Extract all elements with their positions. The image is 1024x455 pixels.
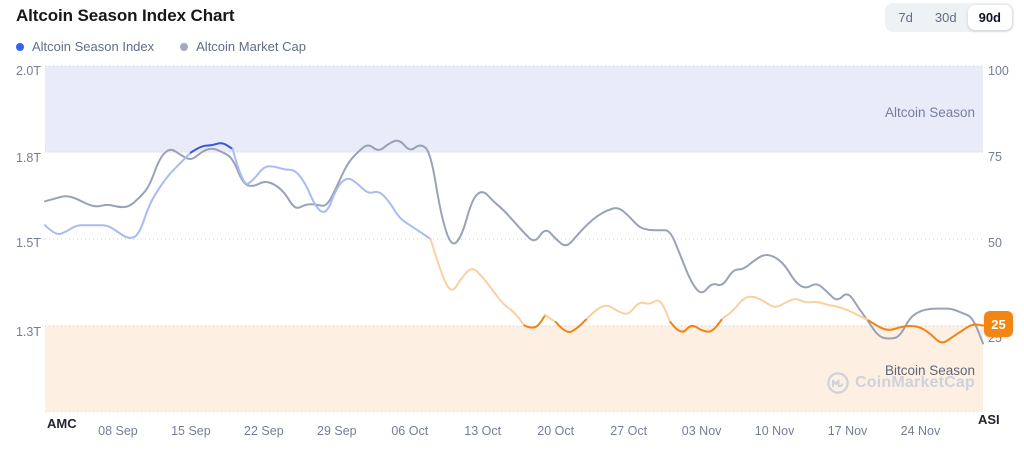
- current-value-badge: 25: [984, 311, 1013, 337]
- coinmarketcap-logo-icon: [827, 372, 849, 394]
- x-axis-date-label: 29 Sep: [317, 424, 357, 438]
- range-button-30d[interactable]: 30d: [924, 5, 968, 30]
- coinmarketcap-watermark-text: CoinMarketCap: [855, 374, 975, 391]
- x-axis-date-label: 08 Sep: [98, 424, 138, 438]
- page-title: Altcoin Season Index Chart: [16, 6, 235, 25]
- chart-legend: Altcoin Season Index Altcoin Market Cap: [16, 39, 306, 54]
- legend-item[interactable]: Altcoin Market Cap: [180, 39, 306, 54]
- right-axis-tick: 50: [988, 236, 1002, 250]
- time-range-selector: 7d 30d 90d: [885, 3, 1014, 32]
- right-axis-tick: 100: [988, 64, 1009, 78]
- altcoin-season-index-line-segment: [867, 319, 984, 344]
- x-axis-date-label: 22 Sep: [244, 424, 284, 438]
- right-axis-title: ASI: [978, 412, 1000, 427]
- x-axis-date-label: 03 Nov: [681, 424, 722, 438]
- altcoin-season-index-line-segment: [669, 317, 724, 333]
- altcoin-season-index-line-segment: [586, 299, 672, 323]
- altcoin-season-index-line-segment: [523, 314, 547, 329]
- altcoin-season-index-line-segment: [429, 238, 526, 327]
- altcoin-season-index-line-segment: [189, 142, 234, 154]
- range-button-90d[interactable]: 90d: [967, 5, 1012, 30]
- left-axis-title: AMC: [47, 416, 77, 431]
- x-axis-date-label: 27 Oct: [610, 424, 648, 438]
- bitcoin-season-band-label: Bitcoin Season: [884, 363, 975, 378]
- x-axis-date-label: 24 Nov: [900, 424, 941, 438]
- altcoin-season-index-line-segment: [44, 151, 192, 239]
- right-axis-tick: 75: [988, 150, 1002, 164]
- coinmarketcap-watermark: CoinMarketCap: [827, 372, 975, 394]
- left-axis-tick: 1.8T: [15, 151, 41, 165]
- altcoin-season-index-line-segment: [554, 317, 588, 333]
- x-axis-date-label: 15 Sep: [171, 424, 211, 438]
- range-button-7d[interactable]: 7d: [887, 5, 923, 30]
- legend-dot-icon: [16, 42, 24, 51]
- left-axis-tick: 1.5T: [15, 236, 41, 250]
- legend-dot-icon: [180, 42, 189, 51]
- altcoin-season-band: [45, 66, 983, 153]
- x-axis-date-label: 20 Oct: [537, 424, 575, 438]
- left-axis-tick: 1.3T: [15, 325, 41, 339]
- x-axis-date-label: 13 Oct: [464, 424, 502, 438]
- legend-label: Altcoin Season Index: [32, 39, 155, 54]
- altcoin-season-index-line-segment: [544, 314, 557, 324]
- x-axis-date-label: 06 Oct: [391, 424, 429, 438]
- bitcoin-season-band: [45, 325, 983, 412]
- left-axis-tick: 2.0T: [15, 64, 41, 78]
- x-axis-date-label: 17 Nov: [827, 424, 868, 438]
- altcoin-market-cap-line: [44, 139, 984, 345]
- x-axis-date-label: 10 Nov: [754, 424, 795, 438]
- altcoin-season-index-line-segment: [721, 295, 870, 322]
- altcoin-season-index-line-segment: [231, 148, 432, 240]
- legend-item[interactable]: Altcoin Season Index: [16, 39, 154, 54]
- altcoin-season-band-label: Altcoin Season: [884, 105, 975, 120]
- legend-label: Altcoin Market Cap: [196, 39, 306, 54]
